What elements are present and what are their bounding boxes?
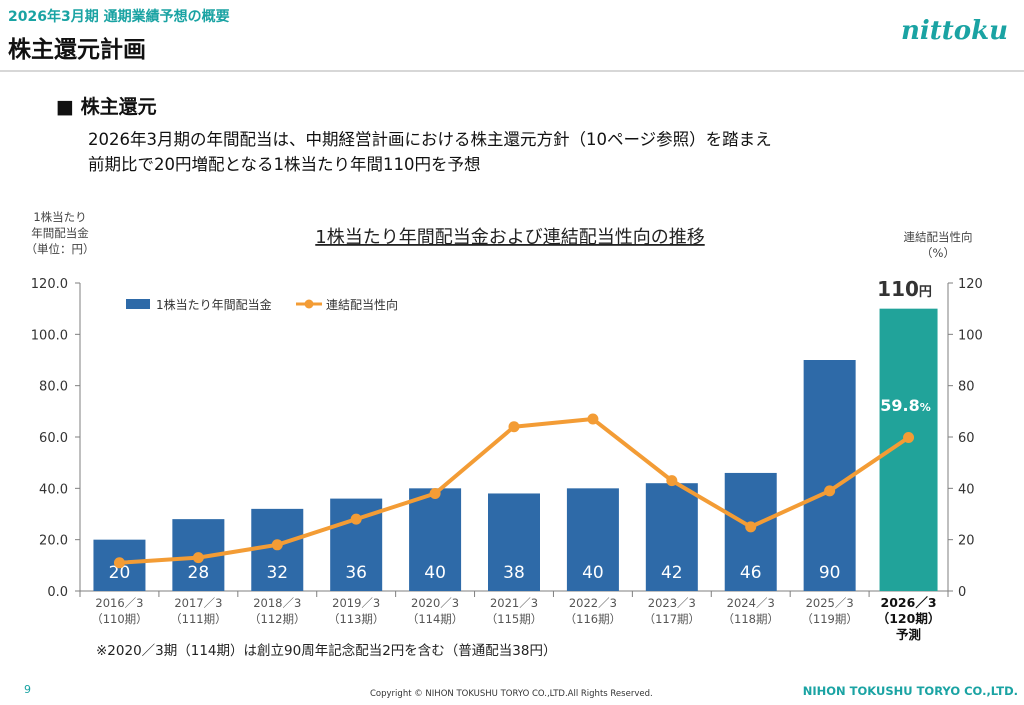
category-label: 2022／3 <box>569 596 617 610</box>
bar-value-label: 36 <box>345 563 367 583</box>
company-logo: nittoku <box>900 16 1008 46</box>
forecast-dividend-unit: 円 <box>919 285 932 300</box>
right-tick-label: 120 <box>958 277 983 292</box>
right-axis-title-line: （%） <box>921 246 955 260</box>
chart-footnote: ※2020／3期（114期）は創立90周年記念配当2円を含む（普通配当38円） <box>96 642 556 659</box>
category-label: （117期） <box>644 612 700 626</box>
category-label: 2025／3 <box>806 596 854 610</box>
left-tick-label: 40.0 <box>39 482 68 497</box>
dividend-bar <box>645 483 698 591</box>
forecast-ratio-label: 59.8% <box>880 396 931 415</box>
left-tick-label: 60.0 <box>39 431 68 446</box>
legend-line-label: 連結配当性向 <box>326 297 398 312</box>
page-title: 株主還元計画 <box>8 37 146 63</box>
dividend-bar <box>409 488 462 591</box>
right-tick-label: 20 <box>958 534 975 549</box>
bar-value-label: 40 <box>582 563 604 583</box>
payout-ratio-point <box>429 487 441 499</box>
category-label: 2023／3 <box>648 596 696 610</box>
dividend-bar <box>566 488 619 591</box>
legend-line-marker <box>304 299 314 309</box>
footer-company-name: NIHON TOKUSHU TORYO CO.,LTD. <box>802 684 1018 698</box>
legend-bar-swatch <box>126 299 150 309</box>
section-label: 2026年3月期 通期業績予想の概要 <box>8 9 230 25</box>
category-label: 2024／3 <box>727 596 775 610</box>
bar-value-label: 46 <box>740 563 762 583</box>
title-divider <box>0 70 1024 72</box>
page-number: 9 <box>24 683 31 696</box>
bar-value-label: 28 <box>188 563 210 583</box>
bar-value-label: 20 <box>109 563 131 583</box>
category-label: （118期） <box>723 612 779 626</box>
category-label: 2026／3 <box>881 595 937 610</box>
payout-ratio-point <box>824 485 836 497</box>
category-label: 2017／3 <box>174 596 222 610</box>
forecast-ratio-unit: % <box>920 401 931 414</box>
copyright-text: Copyright © NIHON TOKUSHU TORYO CO.,LTD.… <box>370 689 653 699</box>
left-axis-title-line: 年間配当金 <box>31 226 89 240</box>
bar-value-label: 40 <box>424 563 446 583</box>
category-label: （114期） <box>407 612 463 626</box>
dividend-bar <box>488 493 540 591</box>
category-label: 2019／3 <box>332 596 380 610</box>
bar-value-label: 90 <box>819 563 841 583</box>
category-label: 2016／3 <box>95 596 143 610</box>
bar-value-label: 38 <box>503 563 525 583</box>
payout-ratio-point <box>508 421 520 433</box>
payout-ratio-point <box>666 475 678 487</box>
right-tick-label: 40 <box>958 482 975 497</box>
summary-line-1: 2026年3月期の年間配当は、中期経営計画における株主還元方針（10ページ参照）… <box>88 130 772 149</box>
category-label: 予測 <box>896 627 921 642</box>
payout-ratio-point <box>350 513 362 525</box>
right-axis-title-line: 連結配当性向 <box>904 230 973 244</box>
left-tick-label: 80.0 <box>39 380 68 395</box>
payout-ratio-point <box>113 557 125 569</box>
left-axis-title-line: （単位：円） <box>26 242 95 256</box>
category-label: （115期） <box>486 612 542 626</box>
bar-value-label: 32 <box>266 563 288 583</box>
right-tick-label: 80 <box>958 380 975 395</box>
right-tick-label: 60 <box>958 431 975 446</box>
payout-ratio-point <box>192 552 204 564</box>
left-tick-label: 20.0 <box>39 534 68 549</box>
category-label: 2018／3 <box>253 596 301 610</box>
payout-ratio-point <box>271 539 283 551</box>
right-tick-label: 0 <box>958 585 966 600</box>
forecast-dividend-label: 110円 <box>877 277 932 301</box>
legend-bar-label: 1株当たり年間配当金 <box>156 297 272 312</box>
left-tick-label: 100.0 <box>31 328 68 343</box>
dividend-bar <box>803 360 856 591</box>
category-label: （119期） <box>801 612 857 626</box>
category-label: 2021／3 <box>490 596 538 610</box>
category-label: 2020／3 <box>411 596 459 610</box>
left-tick-label: 0.0 <box>47 585 68 600</box>
category-label: （116期） <box>565 612 621 626</box>
payout-ratio-point <box>587 413 599 425</box>
category-label: （120期） <box>877 611 941 626</box>
category-label: （110期） <box>91 612 147 626</box>
payout-ratio-point <box>903 432 915 444</box>
bar-value-label: 42 <box>661 563 683 583</box>
category-label: （111期） <box>170 612 226 626</box>
chart-title: 1株当たり年間配当金および連結配当性向の推移 <box>315 227 704 248</box>
category-label: （112期） <box>249 612 305 626</box>
category-label: （113期） <box>328 612 384 626</box>
section-subhead: ■ 株主還元 <box>56 96 157 118</box>
dividend-chart: 1株当たり年間配当金および連結配当性向の推移1株当たり年間配当金（単位：円）連結… <box>26 210 983 659</box>
summary-line-2: 前期比で20円増配となる1株当たり年間110円を予想 <box>88 155 481 174</box>
payout-ratio-point <box>745 521 757 533</box>
right-tick-label: 100 <box>958 328 983 343</box>
left-tick-label: 120.0 <box>31 277 68 292</box>
left-axis-title-line: 1株当たり <box>33 210 86 224</box>
